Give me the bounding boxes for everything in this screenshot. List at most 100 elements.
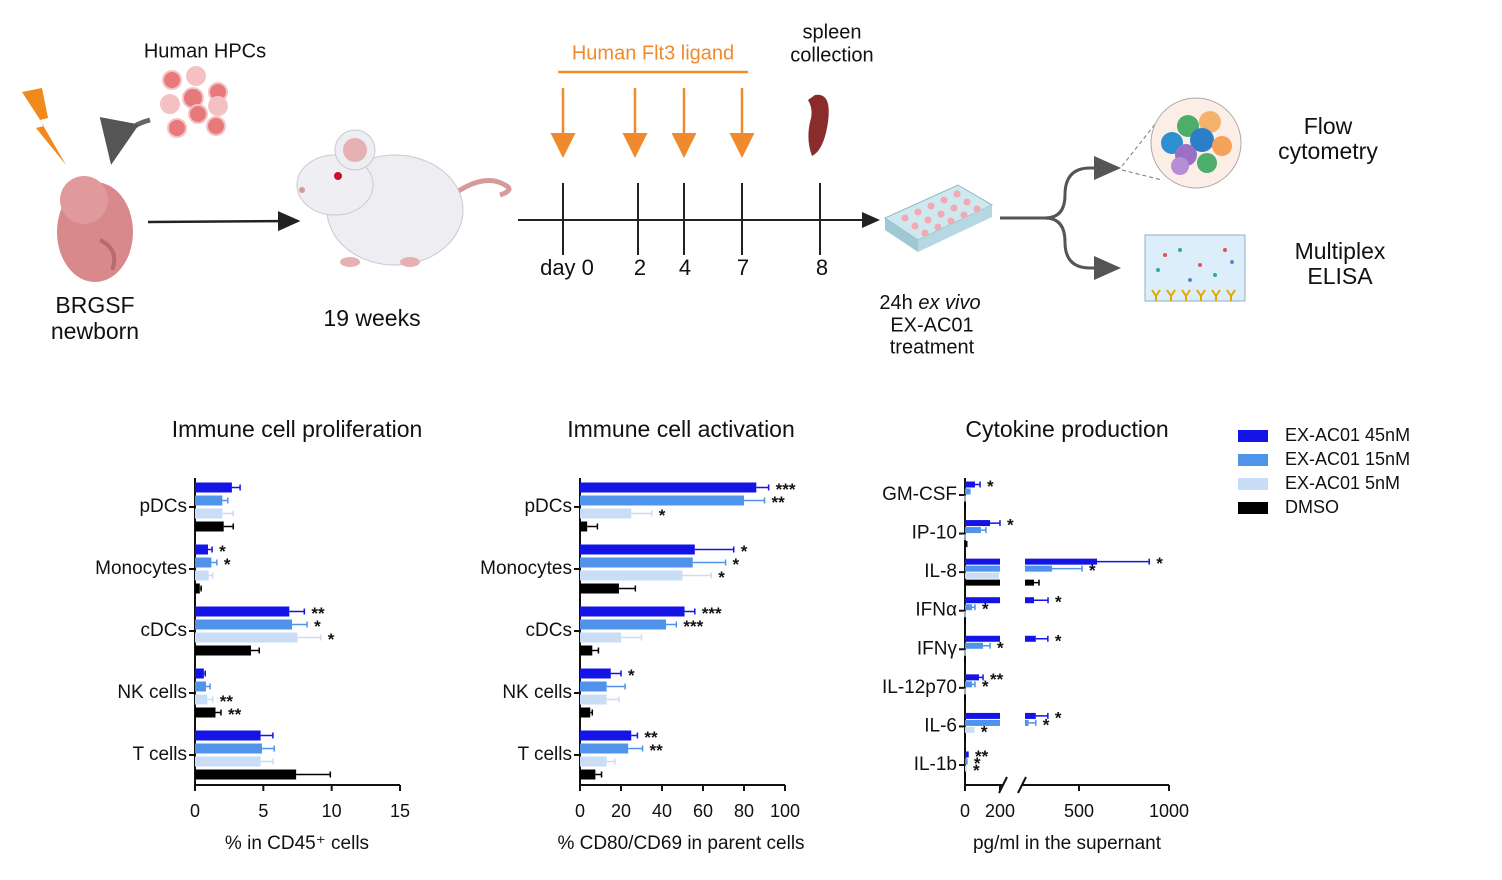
bar — [195, 619, 293, 630]
x-tick-label: 40 — [652, 801, 672, 821]
bar — [580, 645, 593, 656]
significance: ** — [228, 705, 242, 724]
bar — [195, 769, 297, 780]
bar — [195, 521, 224, 532]
x-axis-label: % CD80/CD69 in parent cells — [557, 833, 804, 854]
bar — [965, 520, 991, 527]
bar — [195, 645, 252, 656]
bar — [195, 544, 208, 555]
error-bar — [587, 523, 599, 530]
axis-break — [1017, 776, 1027, 794]
bar — [580, 583, 619, 594]
injection-arrows — [550, 88, 755, 158]
significance: * — [1089, 561, 1096, 580]
error-bar — [207, 546, 213, 553]
legend-swatch — [1238, 478, 1268, 490]
significance: * — [973, 761, 980, 780]
significance: ** — [975, 747, 989, 766]
bar — [195, 583, 200, 594]
bar — [965, 604, 972, 611]
legend-label: EX-AC01 5nM — [1285, 473, 1400, 493]
branch-arrow — [1000, 156, 1121, 220]
bar — [1025, 565, 1052, 572]
significance: * — [987, 477, 994, 496]
bar — [195, 707, 216, 718]
y-tick-label: Monocytes — [95, 558, 187, 579]
error-bar — [211, 559, 218, 566]
bar — [965, 751, 968, 758]
error-bar — [606, 683, 626, 690]
y-tick-label: NK cells — [117, 682, 187, 703]
error-bar — [606, 696, 620, 703]
bar — [580, 619, 667, 630]
x-tick-label: 20 — [611, 801, 631, 821]
treatment-prefix: 24h — [879, 292, 912, 314]
y-tick-label: pDCs — [524, 496, 572, 517]
error-bar — [969, 488, 971, 495]
bar — [580, 743, 629, 754]
error-bar — [983, 642, 991, 649]
bar — [1025, 635, 1036, 642]
legend-label: EX-AC01 15nM — [1285, 449, 1410, 469]
newborn-label: newborn — [51, 318, 139, 344]
bar — [1025, 579, 1034, 586]
bar — [195, 730, 261, 741]
y-tick-label: GM-CSF — [882, 484, 957, 505]
bar — [965, 579, 1000, 586]
error-bar — [199, 585, 202, 592]
bar — [195, 743, 262, 754]
error-bar — [296, 771, 332, 778]
bar — [965, 642, 984, 649]
bar — [965, 712, 1000, 719]
y-tick-label: IP-10 — [912, 523, 957, 544]
error-bar — [631, 510, 653, 517]
chart-title: Cytokine production — [965, 416, 1168, 442]
well-plate — [883, 184, 994, 252]
hpc-label: Human HPCs — [144, 40, 266, 62]
bar — [1025, 597, 1034, 604]
collection-label: spleen — [803, 21, 862, 43]
significance: *** — [702, 604, 722, 623]
bar — [580, 668, 611, 679]
bar — [195, 606, 290, 617]
y-tick-label: T cells — [132, 744, 187, 765]
chart-title: Immune cell proliferation — [172, 416, 423, 442]
x-tick-label: 10 — [322, 801, 342, 821]
bar — [965, 674, 979, 681]
bar — [580, 769, 596, 780]
error-bar — [692, 559, 727, 566]
bar — [965, 635, 1000, 642]
significance: * — [314, 617, 321, 636]
legend-swatch — [1238, 430, 1268, 442]
significance: * — [1007, 516, 1014, 535]
error-bar — [297, 634, 322, 641]
x-tick-label: 5 — [258, 801, 268, 821]
error-bar — [223, 523, 235, 530]
bar — [965, 758, 967, 765]
bar — [580, 756, 607, 767]
significance: ** — [644, 728, 658, 747]
error-bar — [744, 497, 766, 504]
error-bar — [592, 647, 600, 654]
collection-label: collection — [790, 44, 873, 66]
x-tick-label: 15 — [390, 801, 410, 821]
error-bar — [1028, 719, 1037, 726]
error-bar — [1035, 635, 1049, 642]
significance: * — [628, 666, 635, 685]
bar — [580, 707, 591, 718]
bar — [580, 482, 757, 493]
error-bar — [207, 696, 214, 703]
bar — [195, 557, 212, 568]
error-bar — [1035, 712, 1049, 719]
error-bar — [628, 745, 644, 752]
arrow — [99, 116, 151, 165]
error-bar — [972, 604, 976, 611]
significance: * — [224, 555, 231, 574]
error-bar — [260, 758, 274, 765]
timeline-ticks — [562, 183, 821, 255]
x-axis-label: % in CD45⁺ cells — [225, 833, 369, 854]
x-axis-label: pg/ml in the supernant — [973, 833, 1162, 854]
significance: * — [1055, 708, 1062, 727]
branch-arrow — [1044, 216, 1121, 280]
